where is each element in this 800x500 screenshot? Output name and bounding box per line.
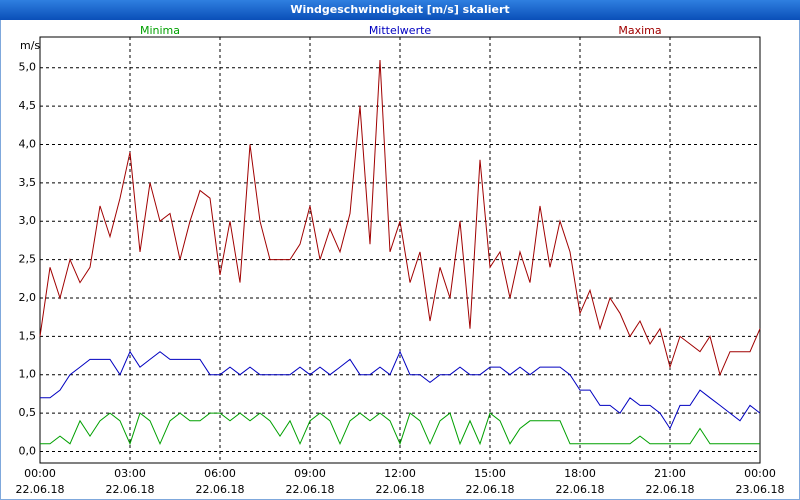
y-tick-label: 4,0	[19, 137, 37, 150]
x-tick-label: 00:00	[24, 467, 56, 480]
y-tick-label: 2,5	[19, 253, 37, 266]
x-tick-date: 22.06.18	[466, 483, 515, 496]
y-tick-label: 1,5	[19, 329, 37, 342]
plot-frame	[39, 36, 761, 464]
x-tick-date: 22.06.18	[286, 483, 335, 496]
x-tick-date: 22.06.18	[646, 483, 695, 496]
series-line	[40, 350, 761, 430]
x-tick-date: 22.06.18	[16, 483, 65, 496]
series-line	[39, 59, 761, 377]
y-tick-label: 4,5	[19, 99, 37, 112]
x-tick-date: 22.06.18	[376, 483, 425, 496]
x-tick-date: 22.06.18	[106, 483, 155, 496]
x-tick-label: 12:00	[384, 467, 416, 480]
legend-entry: Mittelwerte	[369, 24, 432, 37]
x-tick-label: 21:00	[654, 467, 686, 480]
x-tick-label: 00:00	[744, 467, 776, 480]
y-tick-label: 0,0	[19, 444, 37, 457]
x-tick-label: 15:00	[474, 467, 506, 480]
y-tick-label: 2,0	[19, 291, 37, 304]
y-unit: m/s	[20, 39, 40, 52]
chart-title: Windgeschwindigkeit [m/s] skaliert	[290, 3, 509, 16]
x-tick-label: 18:00	[564, 467, 596, 480]
y-tick-label: 3,5	[19, 176, 37, 189]
x-tick-date: 22.06.18	[556, 483, 605, 496]
title-bar	[0, 0, 800, 20]
x-tick-label: 06:00	[204, 467, 236, 480]
y-tick-label: 3,0	[19, 214, 37, 227]
y-tick-label: 1,0	[19, 368, 37, 381]
legend-entry: Minima	[140, 24, 180, 37]
x-tick-label: 03:00	[114, 467, 146, 480]
y-tick-label: 0,5	[19, 406, 37, 419]
series-line	[40, 412, 760, 446]
x-tick-date: 23.06.18	[736, 483, 785, 496]
x-tick-date: 22.06.18	[196, 483, 245, 496]
legend-entry: Maxima	[618, 24, 661, 37]
y-tick-label: 5,0	[19, 61, 37, 74]
x-tick-label: 09:00	[294, 467, 326, 480]
